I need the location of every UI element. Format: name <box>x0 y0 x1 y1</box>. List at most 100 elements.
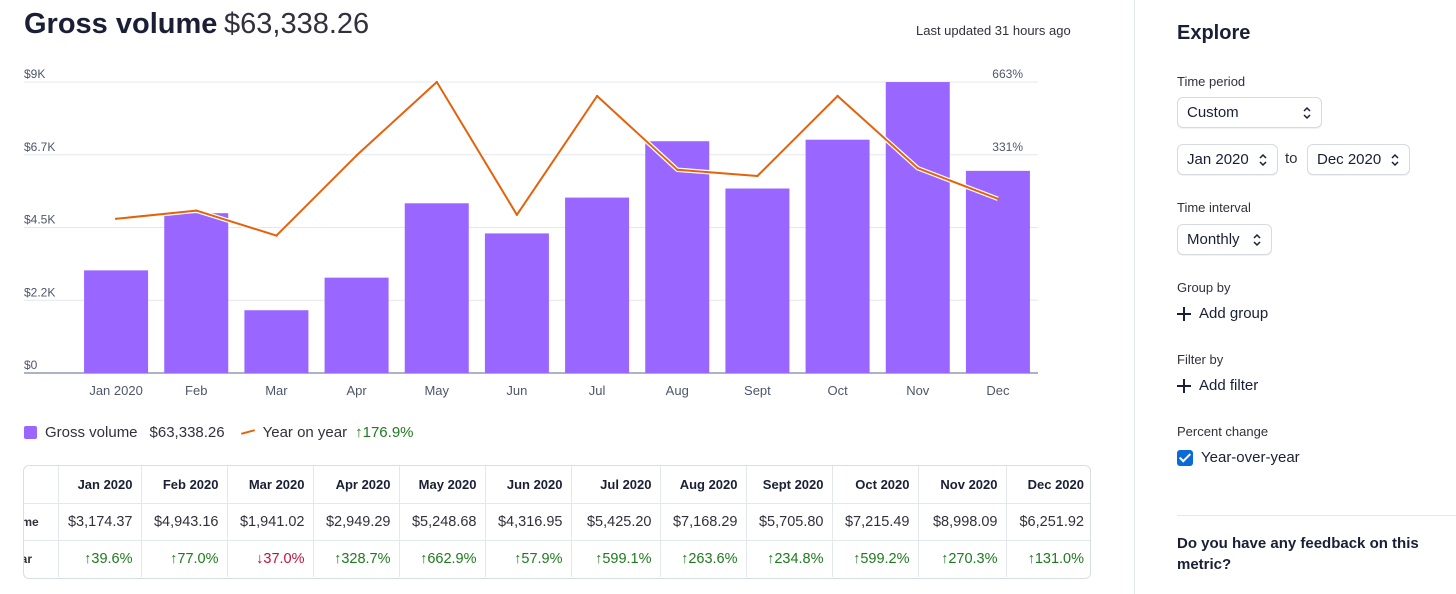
chevron-up-down-icon <box>1391 153 1399 167</box>
x-tick-label: Jan 2020 <box>89 383 143 398</box>
column-header: Sept 2020 <box>746 466 833 504</box>
plus-icon <box>1177 378 1191 393</box>
add-group-label: Add group <box>1199 305 1269 322</box>
table-cell: $5,705.80 <box>746 503 833 541</box>
column-header: Apr 2020 <box>313 466 400 504</box>
x-tick-label: Mar <box>265 383 288 398</box>
data-table: Jan 2020 Feb 2020 Mar 2020 Apr 2020 May 2020… <box>23 465 1091 579</box>
year-over-year-option[interactable]: Year-over-year <box>1177 449 1300 466</box>
line-point <box>595 94 599 98</box>
main-panel: Gross volume $63,338.26 Last updated 31 … <box>0 8 1100 579</box>
chart-legend: Gross volume $63,338.26 Year on year ↑17… <box>24 421 414 443</box>
yoy-checkbox-label: Year-over-year <box>1201 449 1300 466</box>
line-point <box>756 174 759 178</box>
time-interval-select[interactable]: Monthly <box>1177 224 1272 255</box>
column-header: Mar 2020 <box>227 466 314 504</box>
bar <box>244 310 309 373</box>
table-cell: ↓37.0% <box>227 540 314 577</box>
chevron-up-down-icon <box>1253 233 1261 247</box>
time-period-select[interactable]: Custom <box>1177 97 1322 128</box>
bar <box>885 82 950 373</box>
legend-yoy-value: ↑176.9% <box>355 423 414 441</box>
row-label: ear <box>24 540 59 577</box>
table-cell: ↑328.7% <box>313 540 400 577</box>
percent-change-label: Percent change <box>1177 424 1269 439</box>
column-header: Dec 2020 <box>1006 466 1090 504</box>
x-tick-label: May <box>424 383 449 398</box>
line-point <box>676 168 679 171</box>
table-cell: ↑77.0% <box>141 540 228 577</box>
table-cell: ↑270.3% <box>918 540 1007 577</box>
date-to-select[interactable]: Dec 2020 <box>1307 144 1410 175</box>
date-from-select[interactable]: Jan 2020 <box>1177 144 1278 175</box>
plus-icon <box>1177 306 1191 321</box>
add-filter-label: Add filter <box>1199 377 1259 394</box>
column-header: May 2020 <box>399 466 486 504</box>
gross-volume-chart[interactable]: $0-663%$2.2K-331%$4.5K0%$6.7K331%$9K663%… <box>0 60 1100 405</box>
time-period-value: Custom <box>1187 104 1239 121</box>
table-cell: $6,251.92 <box>1006 503 1090 541</box>
add-group-button[interactable]: Add group <box>1177 305 1268 322</box>
table-cell: $2,949.29 <box>313 503 400 541</box>
table-cell: ↑57.9% <box>485 540 572 577</box>
group-by-label: Group by <box>1177 280 1231 295</box>
bar <box>164 213 229 373</box>
left-tick-label: $0 <box>24 358 38 372</box>
table-cell: ↑263.6% <box>660 540 747 577</box>
x-tick-label: Jul <box>589 383 606 398</box>
table-cell: $8,998.09 <box>918 503 1007 541</box>
year-on-year-line <box>115 81 999 237</box>
x-tick-label: Nov <box>906 383 930 398</box>
line-point <box>515 213 519 216</box>
chevron-up-down-icon <box>1303 106 1311 120</box>
time-interval-value: Monthly <box>1187 231 1240 248</box>
add-filter-button[interactable]: Add filter <box>1177 377 1258 394</box>
column-header: Feb 2020 <box>141 466 228 504</box>
bar <box>725 188 790 373</box>
date-to-value: Dec 2020 <box>1317 151 1382 168</box>
bar <box>805 139 870 373</box>
table-cell: ↑234.8% <box>746 540 833 577</box>
x-tick-label: Jun <box>506 383 527 398</box>
table-cell: ↑131.0% <box>1027 550 1084 567</box>
table-cell: $4,316.95 <box>485 503 572 541</box>
column-header: Nov 2020 <box>918 466 1007 504</box>
x-tick-label: Apr <box>346 383 367 398</box>
bar <box>484 233 549 373</box>
table-corner <box>24 466 59 504</box>
left-tick-label: $9K <box>24 67 45 81</box>
column-header: Jun 2020 <box>485 466 572 504</box>
legend-gross-label: Gross volume <box>45 423 138 441</box>
bar <box>565 197 630 373</box>
table-cell: $3,174.37 <box>58 503 142 541</box>
line-point <box>275 234 278 237</box>
page-title: Gross volume <box>24 8 218 40</box>
yoy-checkbox[interactable] <box>1177 449 1193 466</box>
table-cell: $4,943.16 <box>141 503 228 541</box>
legend-gross-value: $63,338.26 <box>149 423 225 441</box>
bar <box>645 141 710 373</box>
x-tick-label: Feb <box>185 383 207 398</box>
explore-sidebar: Explore Time period Custom Jan 2020 to D… <box>1134 0 1456 594</box>
right-tick-label: 331% <box>992 140 1023 154</box>
column-header: Oct 2020 <box>832 466 919 504</box>
table-cell: $5,248.68 <box>399 503 486 541</box>
sidebar-divider <box>1177 515 1456 516</box>
line-point <box>435 80 438 84</box>
year-on-year-swatch <box>240 429 255 435</box>
table-cell: $7,168.29 <box>660 503 747 541</box>
x-tick-label: Oct <box>827 383 848 398</box>
left-tick-label: $6.7K <box>24 140 55 154</box>
table-cell: $5,425.20 <box>571 503 661 541</box>
left-tick-label: $2.2K <box>24 285 55 299</box>
line-point <box>916 166 919 170</box>
table-cell: $1,941.02 <box>227 503 314 541</box>
line-point <box>355 154 358 157</box>
column-header: Jan 2020 <box>58 466 142 504</box>
column-header: Jul 2020 <box>571 466 661 504</box>
table-row: ear↑39.6%↑77.0%↓37.0%↑328.7%↑662.9%↑57.9… <box>24 540 1090 577</box>
bar <box>404 203 469 373</box>
feedback-prompt: Do you have any feedback on this metric? <box>1177 535 1419 573</box>
table-cell: $7,215.49 <box>832 503 919 541</box>
last-updated-text: Last updated 31 hours ago <box>916 23 1071 38</box>
